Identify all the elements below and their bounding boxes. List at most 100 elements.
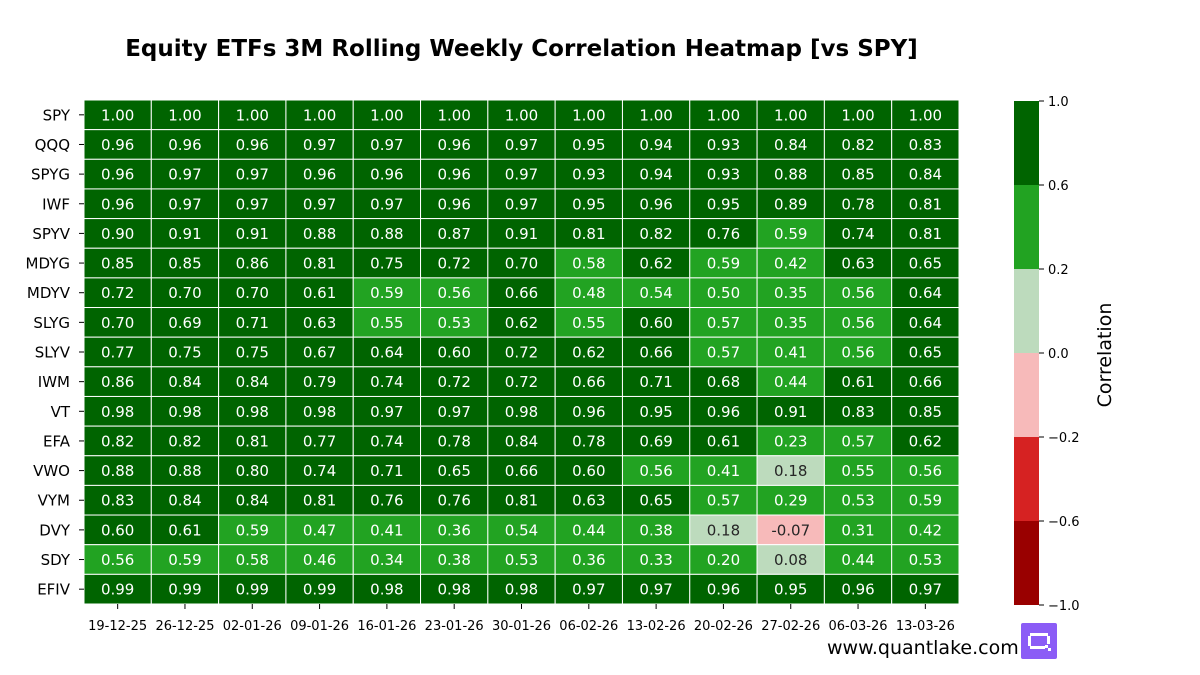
heatmap-cell (554, 247, 623, 279)
cell-value-label: 0.84 (168, 373, 201, 391)
cell-value-label: 0.97 (639, 581, 672, 599)
heatmap-cell (891, 158, 960, 190)
heatmap-cell (756, 514, 825, 546)
heatmap-cell (352, 158, 422, 190)
colorbar-segment (1014, 521, 1039, 605)
colorbar-segment (1014, 269, 1039, 353)
cell-value-label: 0.88 (303, 225, 336, 243)
cell-value-label: 0.69 (168, 314, 201, 332)
cell-value-label: 0.74 (303, 462, 336, 480)
cell-value-label: 0.78 (841, 195, 874, 213)
cell-value-label: 0.89 (774, 195, 807, 213)
heatmap-cell (420, 218, 489, 249)
cell-value-label: 0.81 (572, 225, 605, 243)
heatmap-cell (823, 158, 893, 190)
cell-value-label: 0.96 (101, 195, 134, 213)
cell-value-label: 0.90 (101, 225, 134, 243)
cell-value-label: 0.97 (505, 166, 538, 184)
row-label: SDY (41, 551, 71, 569)
cell-value-label: 0.83 (841, 403, 874, 421)
cell-value-label: 0.23 (774, 432, 807, 450)
cell-value-label: 0.97 (303, 195, 336, 213)
watermark-text[interactable]: www.quantlake.com (827, 637, 1019, 659)
cell-value-label: 1.00 (168, 106, 201, 124)
cell-value-label: 0.62 (505, 314, 538, 332)
heatmap-cell (891, 514, 960, 546)
cell-value-label: 0.97 (909, 581, 942, 599)
cell-value-label: 0.95 (572, 136, 605, 154)
cell-value-label: 0.99 (101, 581, 134, 599)
heatmap-cell (689, 218, 758, 249)
heatmap-cell (420, 366, 489, 397)
cell-value-label: 0.88 (370, 225, 403, 243)
heatmap-cell (689, 514, 758, 546)
cell-value-label: 0.70 (101, 314, 134, 332)
cell-value-label: 0.98 (168, 403, 201, 421)
heatmap-cell (891, 188, 960, 220)
cell-value-label: 0.97 (236, 195, 269, 213)
cell-value-label: 0.85 (101, 255, 134, 273)
cell-value-label: 0.80 (236, 462, 269, 480)
heatmap-cell (621, 188, 691, 220)
heatmap-cell (218, 395, 287, 427)
heatmap-cell (150, 129, 220, 160)
heatmap-cell (487, 188, 556, 220)
cell-value-label: 0.96 (572, 403, 605, 421)
heatmap-cell (420, 395, 489, 427)
cell-value-label: 0.91 (774, 403, 807, 421)
heatmap-cell (554, 544, 623, 575)
heatmap-cell (487, 395, 556, 427)
cell-value-label: 0.66 (909, 373, 942, 391)
heatmap-cell (420, 544, 489, 575)
cell-value-label: 0.82 (841, 136, 874, 154)
heatmap-cell (487, 336, 556, 368)
heatmap-cell (83, 484, 152, 516)
heatmap-cell (150, 99, 220, 131)
cell-value-label: 0.97 (370, 403, 403, 421)
cell-value-label: 0.66 (505, 462, 538, 480)
chart-title: Equity ETFs 3M Rolling Weekly Correlatio… (125, 36, 918, 62)
cell-value-label: 0.53 (437, 314, 470, 332)
row-label: DVY (39, 521, 71, 539)
cell-value-label: 0.94 (639, 136, 672, 154)
cell-value-label: 0.36 (437, 521, 470, 539)
cell-value-label: 0.96 (101, 166, 134, 184)
cell-value-label: 0.74 (841, 225, 874, 243)
cell-value-label: 0.98 (370, 581, 403, 599)
cell-value-label: 0.60 (437, 344, 470, 362)
cell-value-label: 0.41 (774, 344, 807, 362)
cell-value-label: 0.94 (639, 166, 672, 184)
heatmap-cell (150, 277, 220, 309)
row-label: MDYV (27, 284, 71, 302)
heatmap-cell (823, 218, 893, 249)
heatmap-cell (487, 218, 556, 249)
heatmap-cell (352, 366, 422, 397)
cell-value-label: 0.72 (437, 373, 470, 391)
row-label: IWM (38, 373, 70, 391)
cell-value-label: 0.93 (707, 166, 740, 184)
cell-value-label: 0.35 (774, 284, 807, 302)
cell-value-label: 0.48 (572, 284, 605, 302)
heatmap-cell (756, 247, 825, 279)
heatmap-cell (150, 188, 220, 220)
heatmap-cell (823, 395, 893, 427)
row-label: EFA (43, 432, 71, 450)
cell-value-label: 1.00 (909, 106, 942, 124)
cell-value-label: 0.70 (236, 284, 269, 302)
cell-value-label: 0.84 (168, 492, 201, 510)
cell-value-label: 1.00 (303, 106, 336, 124)
heatmap-cell (689, 573, 758, 605)
heatmap-cell (487, 514, 556, 546)
heatmap-cell (218, 514, 287, 546)
heatmap-cell (891, 336, 960, 368)
heatmap-cell (83, 277, 152, 309)
column-label: 02-01-26 (223, 619, 282, 634)
heatmap-cell (83, 573, 152, 605)
cell-value-label: 0.71 (236, 314, 269, 332)
column-label: 13-02-26 (627, 619, 686, 634)
cell-value-label: 0.99 (303, 581, 336, 599)
column-label: 16-01-26 (357, 619, 416, 634)
cell-value-label: 0.93 (572, 166, 605, 184)
heatmap-cell (150, 455, 220, 486)
heatmap-cell (150, 307, 220, 338)
